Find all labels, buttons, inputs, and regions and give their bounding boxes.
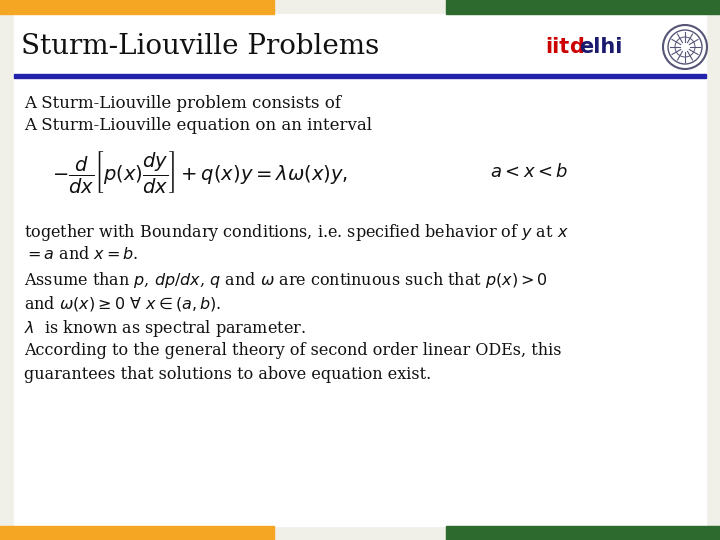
Text: According to the general theory of second order linear ODEs, this: According to the general theory of secon…	[24, 342, 562, 359]
Text: $\lambda$  is known as spectral parameter.: $\lambda$ is known as spectral parameter…	[24, 318, 306, 339]
Bar	[0, 526, 274, 540]
Text: $a < x < b$: $a < x < b$	[490, 163, 568, 181]
Bar	[14, 74, 706, 78]
Text: iit: iit	[545, 37, 570, 57]
Text: $= a$ and $x = b$.: $= a$ and $x = b$.	[24, 246, 138, 263]
Text: guarantees that solutions to above equation exist.: guarantees that solutions to above equat…	[24, 366, 431, 383]
Text: d: d	[569, 37, 584, 57]
Text: Sturm-Liouville Problems: Sturm-Liouville Problems	[21, 33, 379, 60]
Text: A Sturm-Liouville problem consists of: A Sturm-Liouville problem consists of	[24, 95, 341, 112]
Bar	[446, 0, 720, 14]
Text: $-\dfrac{d}{dx}\left[p(x)\dfrac{dy}{dx}\right] + q(x)y = \lambda\omega(x)y,$: $-\dfrac{d}{dx}\left[p(x)\dfrac{dy}{dx}\…	[52, 149, 348, 195]
Text: A Sturm-Liouville equation on an interval: A Sturm-Liouville equation on an interva…	[24, 117, 372, 134]
Text: elhi: elhi	[579, 37, 622, 57]
Bar	[446, 526, 720, 540]
Text: Assume than $p$, $dp/dx$, $q$ and $\omega$ are continuous such that $p(x) > 0$: Assume than $p$, $dp/dx$, $q$ and $\omeg…	[24, 270, 548, 290]
Text: together with Boundary conditions, i.e. specified behavior of $y$ at $x$: together with Boundary conditions, i.e. …	[24, 222, 569, 243]
Bar	[0, 0, 274, 14]
Text: and $\omega(x)  \geq 0$ $\forall$ $x \in (a,b)$.: and $\omega(x) \geq 0$ $\forall$ $x \in …	[24, 294, 221, 313]
